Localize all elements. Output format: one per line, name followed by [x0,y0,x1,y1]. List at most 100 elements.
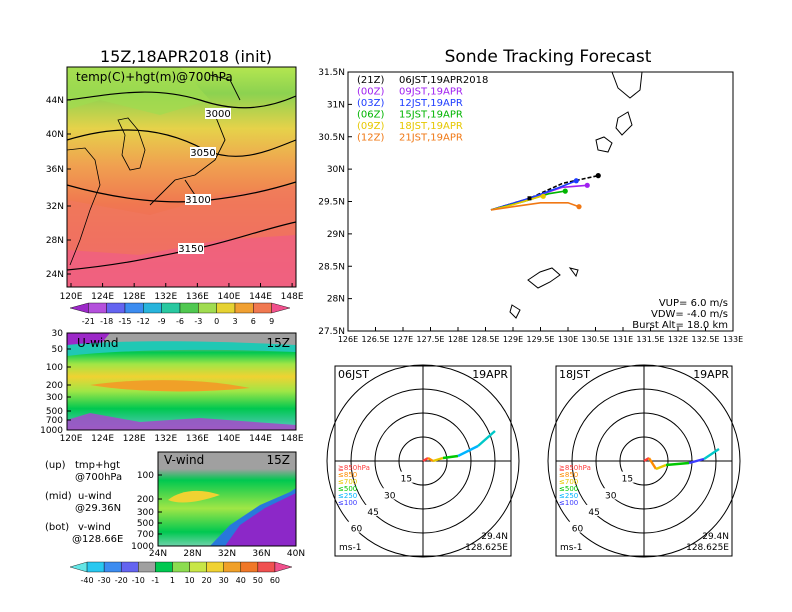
colorbar-label: 30 [219,576,229,585]
hodograph-segment [688,457,705,465]
colorbar-label: -40 [81,576,94,585]
colorbar-swatch [223,561,241,573]
colorbar-swatch [198,302,217,314]
map-cool-region [67,67,210,115]
vwind-p-label: 200 [137,495,154,505]
colorbar-swatch [69,561,88,573]
legend-jst: 12JST,19APR [399,98,463,109]
colorbar-label: -21 [82,317,95,326]
vwind-p-label: 500 [137,519,154,529]
uwind-cyan-jet [67,341,296,356]
colorbar-swatch [216,302,236,314]
track-lon-label: 126.5E [362,335,390,344]
contour-label: 3100 [185,195,210,206]
ring-label-bg [586,504,603,516]
legend-utc: (12Z) [357,133,384,144]
colorbar-swatch [121,561,139,573]
legend-jst: 06JST,19APR2018 [399,75,488,86]
uwind-lon-label: 120E [60,434,83,444]
colorbar-swatch [257,561,276,573]
vwind-purple-region [220,490,296,546]
vwind-p-label: 1000 [131,542,154,552]
colorbar-swatch [206,561,224,573]
legend-utc: (21Z) [357,75,384,86]
polar-lat: 29.4N [481,532,508,542]
polar-level-label: ≧850hPa [338,464,370,472]
vwind-lat-axis: 24N 28N 32N 36N 40N [149,549,305,559]
note-mid-b: u-wind [78,491,112,502]
polar-unit: ms-1 [560,543,582,553]
island-coast [595,136,613,153]
map-lon-label: 124E [91,292,114,302]
note-up-b: tmp+hgt [75,460,120,471]
track-lat-label: 30.5N [318,133,345,143]
map-lat-axis: 44N 40N 36N 32N 28N 24N [46,96,71,280]
vwind-blue-region [210,488,296,546]
track-lon-label: 127.5E [417,335,445,344]
height-contour [66,129,297,157]
colorbar-label: -20 [115,576,128,585]
colorbar-label: -9 [158,317,166,326]
track-series-line [490,202,580,211]
colorbar-label: 50 [253,576,263,585]
track-lon-axis: 126E 126.5E 127E 127.5E 128E 128.5E 129E 129.5E… [338,327,743,344]
vwind-title: V-wind [164,453,204,467]
param-vup: VUP= 6.0 m/s [659,298,728,309]
colorbar-label: -10 [132,576,145,585]
vwind-p-label: 700 [137,530,154,540]
legend-utc: (00Z) [357,87,384,98]
colorbar-swatch [106,302,126,314]
hodograph-segment [442,454,459,460]
japan-coast [149,74,241,206]
colorbar-swatch [103,561,122,573]
uwind-p-label: 100 [46,363,63,373]
ring-label: 15 [401,475,412,485]
uwind-lon-label: 128E [123,434,146,444]
colorbar-swatch [86,561,105,573]
colorbar-swatch [189,561,207,573]
uwind-lon-label: 140E [217,434,240,444]
uwind-lon-label: 124E [91,434,114,444]
amami-coast [527,267,561,289]
map-lon-label: 148E [281,292,304,302]
polar-lat: 29.4N [702,532,729,542]
ring-label: 60 [572,525,584,535]
uwind-lon-label: 132E [154,434,177,444]
ring-label-bg [569,521,586,533]
colorbar-swatch [253,302,272,314]
island-coast [509,304,521,319]
colorbar-swatch [69,302,89,314]
polar-ring [326,364,520,558]
track-lat-label: 30N [327,165,345,175]
polar-level-label: ≤100 [338,499,357,507]
ring-label-bg [381,488,398,500]
track-end-point [584,182,590,188]
vwind-p-label: 100 [137,471,154,481]
track-lon-label: 131.5E [637,335,665,344]
hodograph-segment [427,456,434,463]
polar-date: 19APR [472,368,508,381]
track-lat-label: 28.5N [318,262,345,272]
uwind-p-label: 50 [52,345,64,355]
contour-label: 3000 [205,109,230,120]
contour-label: 3050 [190,148,215,159]
ring-label: 45 [367,508,378,518]
polar-unit: ms-1 [339,543,361,553]
track-lon-label: 132.5E [692,335,720,344]
track-end-point [576,204,582,210]
korea-coast [117,117,146,171]
track-marker [527,196,532,201]
polar-date: 19APR [693,368,729,381]
track-lon-label: 127E [393,335,413,344]
ring-label: 30 [605,491,617,501]
uwind-p-label: 700 [46,416,63,426]
uwind-p-label: 200 [46,381,63,391]
ring-label-bg [398,471,415,483]
map-lat-label: 36N [46,165,64,175]
legend-jst: 18JST,19APR [399,121,463,132]
map-lat-label: 32N [46,202,64,212]
vwind-lat-label: 36N [252,549,270,559]
track-lon-label: 128.5E [472,335,500,344]
china-coast [66,147,101,266]
